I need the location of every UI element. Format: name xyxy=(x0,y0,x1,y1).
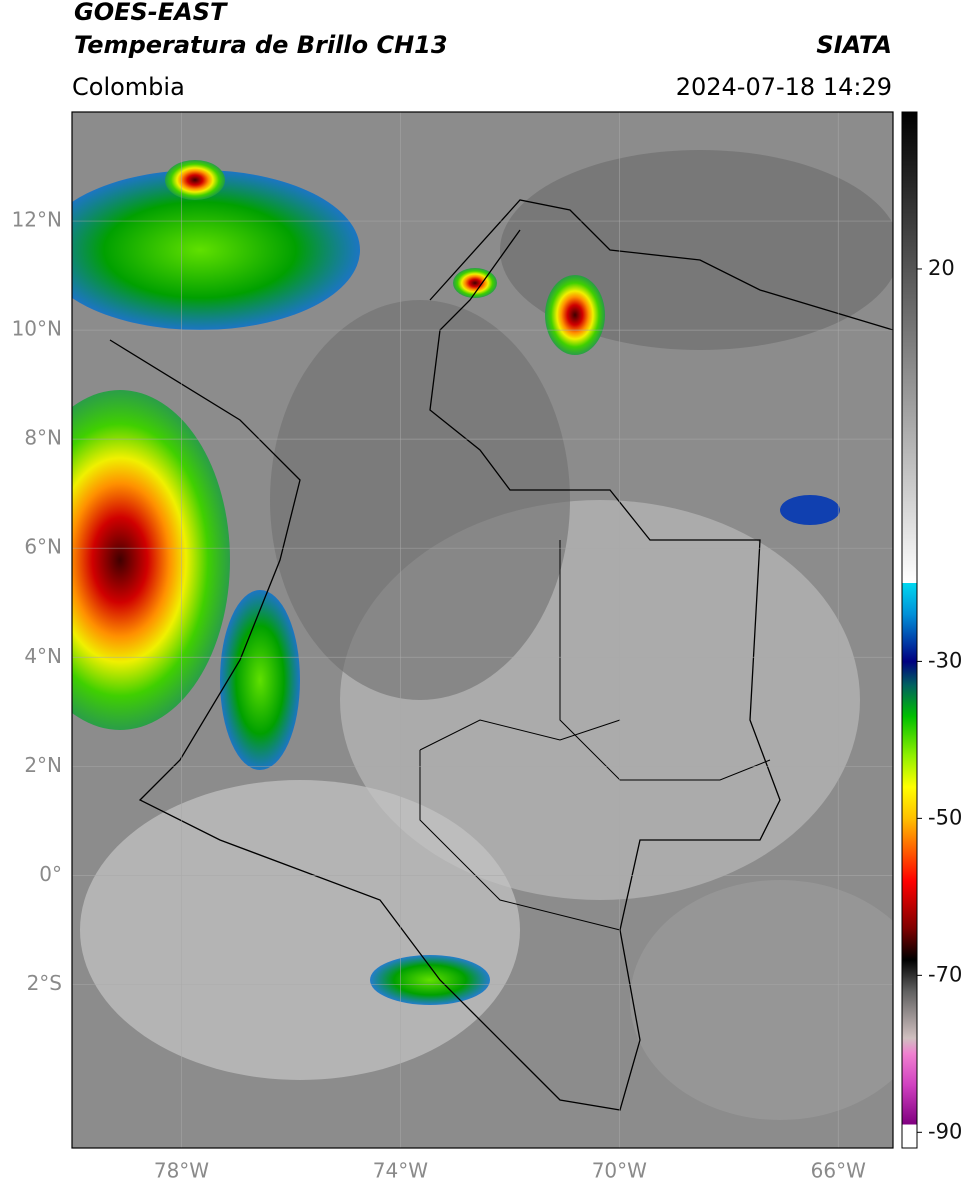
colorbar xyxy=(901,111,918,1149)
title: GOES-EAST xyxy=(74,0,228,26)
colorbar-tick-label: -50 xyxy=(928,805,962,829)
border xyxy=(419,719,621,931)
convection xyxy=(165,160,225,200)
y-tick-label: 10°N xyxy=(12,317,62,341)
coastline xyxy=(429,199,893,331)
x-tick-label: 70°W xyxy=(592,1159,647,1183)
colorbar-tick-label: -30 xyxy=(928,648,962,672)
source: SIATA xyxy=(816,31,892,59)
x-tick-label: 78°W xyxy=(154,1159,209,1183)
colorbar-tick-label: 20 xyxy=(928,256,955,280)
border xyxy=(109,229,781,1111)
convection xyxy=(72,170,360,330)
cloud xyxy=(270,300,570,700)
y-tick-label: 12°N xyxy=(12,208,62,232)
region: Colombia xyxy=(72,73,185,101)
colorbar-tick-label: -70 xyxy=(928,962,962,986)
convection xyxy=(370,955,490,1005)
satellite-image xyxy=(72,112,893,1148)
convection xyxy=(72,390,230,730)
colorbar-tick-label: -90 xyxy=(928,1119,962,1143)
y-tick-label: 0° xyxy=(39,862,62,886)
border xyxy=(559,540,771,781)
x-tick-label: 74°W xyxy=(373,1159,428,1183)
y-tick-label: 8°N xyxy=(24,426,62,450)
map-frame xyxy=(71,111,894,1149)
convection xyxy=(780,495,840,525)
subtitle: Temperatura de Brillo CH13 xyxy=(74,31,448,59)
y-tick-label: 6°N xyxy=(24,535,62,559)
convection xyxy=(453,268,497,298)
y-tick-label: 2°N xyxy=(24,753,62,777)
cloud xyxy=(630,880,893,1120)
graticule xyxy=(72,112,893,1148)
cloud xyxy=(80,780,520,1080)
timestamp: 2024-07-18 14:29 xyxy=(676,73,892,101)
y-tick-label: 2°S xyxy=(27,971,62,995)
convection xyxy=(220,590,300,770)
convection xyxy=(545,275,605,355)
y-tick-label: 4°N xyxy=(24,644,62,668)
x-tick-label: 66°W xyxy=(811,1159,866,1183)
